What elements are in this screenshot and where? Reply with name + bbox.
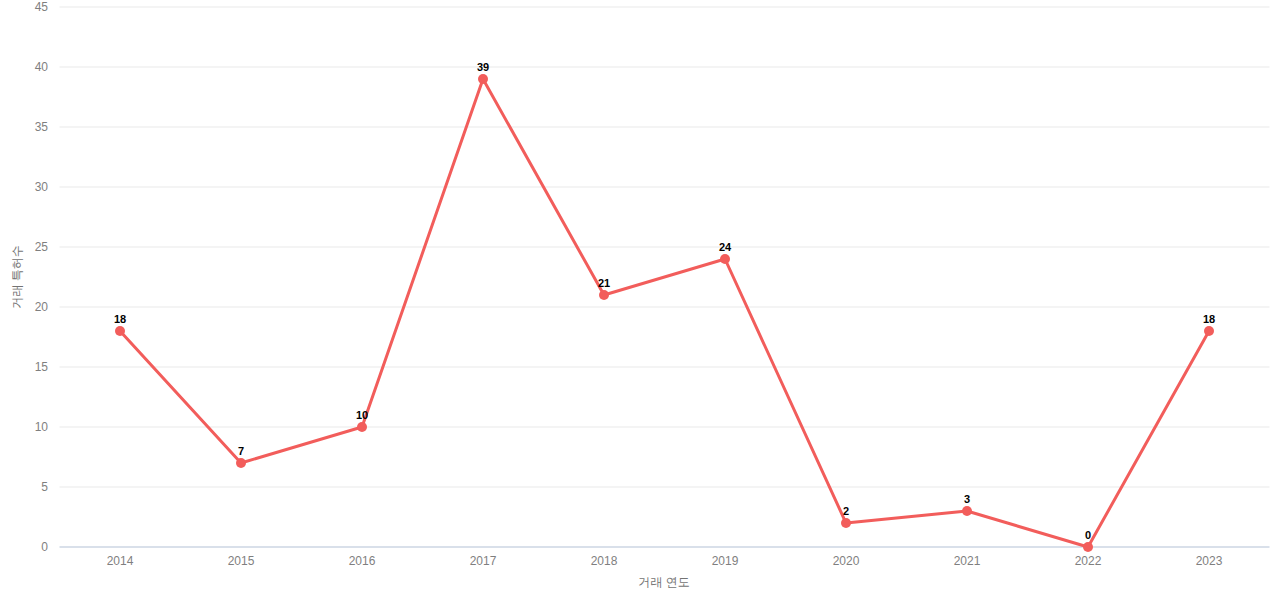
y-tick-label: 30: [35, 180, 49, 194]
x-tick-label: 2014: [107, 554, 134, 568]
x-tick-label: 2023: [1196, 554, 1223, 568]
data-point[interactable]: [841, 518, 851, 528]
x-tick-label: 2019: [712, 554, 739, 568]
chart-svg: 0510152025303540452014201520162017201820…: [0, 0, 1280, 600]
y-tick-label: 25: [35, 240, 49, 254]
data-point[interactable]: [1083, 542, 1093, 552]
line-chart: 0510152025303540452014201520162017201820…: [0, 0, 1280, 600]
data-point-label: 10: [356, 409, 368, 421]
data-point-label: 18: [114, 313, 126, 325]
data-point-label: 0: [1085, 529, 1091, 541]
data-point-label: 7: [238, 445, 244, 457]
data-point[interactable]: [236, 458, 246, 468]
y-tick-label: 10: [35, 420, 49, 434]
data-line: [120, 79, 1209, 547]
y-tick-label: 40: [35, 60, 49, 74]
data-point-label: 2: [843, 505, 849, 517]
x-tick-label: 2015: [228, 554, 255, 568]
data-point[interactable]: [599, 290, 609, 300]
y-tick-label: 0: [41, 540, 48, 554]
data-point[interactable]: [357, 422, 367, 432]
data-point-label: 21: [598, 277, 610, 289]
y-tick-label: 5: [41, 480, 48, 494]
x-tick-label: 2016: [349, 554, 376, 568]
data-point[interactable]: [720, 254, 730, 264]
data-point[interactable]: [1204, 326, 1214, 336]
x-tick-label: 2017: [470, 554, 497, 568]
data-point-label: 39: [477, 61, 489, 73]
data-point[interactable]: [478, 74, 488, 84]
x-tick-label: 2022: [1075, 554, 1102, 568]
data-point-label: 3: [964, 493, 970, 505]
x-tick-label: 2020: [833, 554, 860, 568]
data-point-label: 18: [1203, 313, 1215, 325]
data-point-label: 24: [719, 241, 732, 253]
data-point[interactable]: [962, 506, 972, 516]
y-tick-label: 45: [35, 0, 49, 14]
x-tick-label: 2018: [591, 554, 618, 568]
data-point[interactable]: [115, 326, 125, 336]
x-tick-label: 2021: [954, 554, 981, 568]
y-tick-label: 20: [35, 300, 49, 314]
y-tick-label: 15: [35, 360, 49, 374]
y-tick-label: 35: [35, 120, 49, 134]
